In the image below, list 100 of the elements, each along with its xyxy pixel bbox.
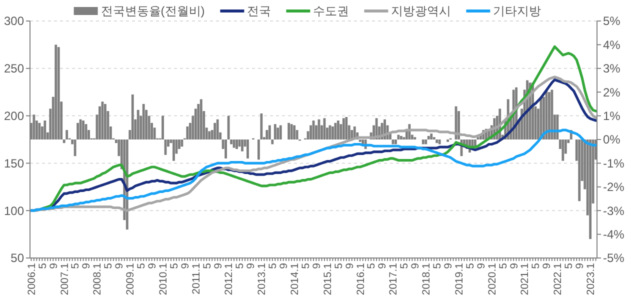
bar (562, 140, 564, 161)
x-tick-label: 2022.1 (552, 262, 564, 296)
y2-tick-label: 3% (603, 62, 621, 76)
bar (180, 140, 184, 147)
bar (293, 125, 296, 140)
bar (246, 140, 249, 158)
x-tick-label: 9 (245, 262, 258, 269)
bar (288, 122, 290, 140)
x-tick-label: 5 (102, 262, 115, 269)
y-tick-label: 200 (4, 109, 24, 123)
x-tick-label: 2019.1 (453, 262, 466, 296)
y-tick-label: 150 (4, 156, 24, 170)
x-tick-label: 5 (432, 262, 444, 269)
x-tick-label: 5 (267, 262, 280, 269)
x-tick-label: 9 (310, 262, 323, 269)
bar (548, 92, 550, 140)
x-tick-label: 2016.1 (354, 262, 367, 296)
bar (274, 124, 276, 140)
bar (438, 140, 441, 144)
y2-tick-label: 1% (603, 109, 621, 123)
y-tick-label: 100 (4, 204, 24, 218)
line-series (30, 128, 598, 212)
y2-tick-label: -2% (603, 180, 625, 194)
x-tick-label: 9 (541, 262, 554, 269)
x-tick-label: 9 (212, 262, 224, 269)
bar (336, 120, 340, 140)
y-tick-label: 300 (4, 14, 24, 28)
legend-label: 전국 (247, 4, 272, 18)
bar (268, 125, 271, 140)
bar (66, 130, 68, 140)
bar (224, 140, 228, 158)
x-tick-label: 2013.1 (256, 262, 268, 296)
y2-tick-label: 5% (603, 14, 621, 28)
y2-tick-label: 2% (603, 85, 621, 100)
bar (44, 120, 46, 140)
bar (214, 122, 216, 140)
x-tick-label: 9 (278, 262, 290, 269)
x-tick-label: 9 (146, 262, 158, 269)
bar (424, 140, 428, 144)
y2-tick-label: -1% (603, 156, 625, 170)
x-tick-label: 9 (410, 262, 422, 269)
bar (550, 90, 554, 140)
x-tick-label: 9 (442, 262, 454, 269)
bar (260, 113, 263, 140)
bar (276, 128, 280, 140)
x-tick-label: 9 (344, 262, 356, 269)
legend-label: 전국변동율(전월비) (100, 4, 205, 18)
x-tick-label: 2017.1 (388, 262, 400, 296)
x-tick-label: 5 (36, 262, 49, 269)
bar (345, 116, 348, 140)
x-tick-label: 2010.1 (157, 262, 170, 296)
x-tick-label: 5 (464, 262, 476, 269)
x-tick-label: 2012.1 (223, 262, 236, 296)
x-tick-label: 2021.1 (519, 262, 532, 296)
bar (216, 119, 219, 140)
x-tick-label: 5 (530, 262, 542, 269)
bar (104, 104, 106, 140)
bar (76, 122, 80, 140)
x-tick-label: 2008.1 (92, 262, 104, 296)
x-tick-label: 5 (70, 262, 82, 269)
bar (331, 126, 334, 140)
y-tick-label: 50 (10, 251, 24, 266)
bar (32, 114, 36, 140)
bar (422, 140, 424, 144)
bar (236, 140, 238, 149)
x-tick-label: 2020.1 (486, 262, 498, 296)
bar (136, 110, 140, 140)
x-tick-label: 5 (201, 262, 214, 269)
x-tick-label: 5 (497, 262, 510, 269)
bar (208, 131, 211, 140)
bar (342, 118, 345, 140)
bar (589, 140, 592, 240)
x-tick-label: 9 (574, 262, 586, 269)
bar (54, 44, 58, 140)
bar (57, 47, 60, 140)
bar (328, 125, 332, 140)
bar (257, 140, 260, 160)
bar (271, 140, 274, 144)
bar (186, 126, 189, 140)
bar (279, 125, 282, 140)
bar (131, 94, 134, 140)
x-tick-label: 2006.1 (26, 262, 38, 296)
y2-tick-label: 0% (603, 132, 621, 147)
bar (74, 140, 76, 156)
x-tick-label: 2007.1 (58, 262, 71, 296)
bar (230, 140, 232, 144)
bar (578, 140, 581, 202)
y2-tick-label: -3% (603, 204, 625, 218)
bar (172, 140, 175, 161)
bar (162, 116, 164, 140)
x-tick-label: 9 (376, 262, 389, 269)
x-tick-label: 2009.1 (124, 262, 137, 296)
x-tick-label: 5 (563, 262, 576, 269)
x-tick-label: 5 (234, 262, 246, 269)
x-tick-label: 9 (508, 262, 520, 269)
x-tick-label: 2018.1 (420, 262, 433, 296)
bar (436, 140, 438, 144)
x-tick-label: 2023.1 (584, 262, 597, 296)
x-tick-label: 2014.1 (288, 262, 301, 296)
bar (82, 120, 84, 140)
